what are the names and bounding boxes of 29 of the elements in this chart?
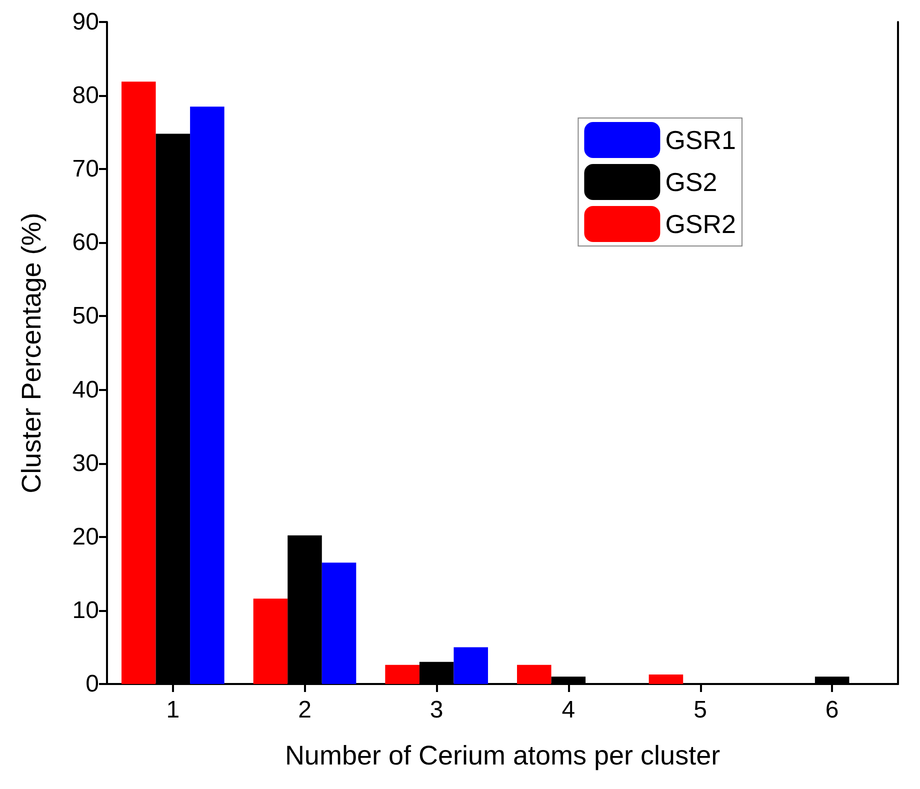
bar [648,674,684,684]
y-tick-label: 10 [72,596,99,624]
y-tick-label: 90 [72,8,99,36]
bar [454,647,488,684]
bar [385,664,420,684]
legend-label: GSR1 [665,125,736,155]
x-axis-title: Number of Cerium atoms per cluster [284,740,720,770]
y-tick-label: 80 [72,82,99,110]
y-tick-label: 50 [72,302,99,330]
legend-label: GS2 [665,167,718,197]
y-tick-label: 60 [72,229,99,256]
y-axis-title: Cluster Percentage (%) [16,212,46,494]
legend-label: GSR2 [665,209,736,239]
x-tick-label: 6 [825,696,839,724]
y-tick-label: 0 [86,670,99,698]
bar [190,106,224,684]
bar [517,664,552,684]
x-tick-label: 5 [694,696,707,724]
x-tick-label: 2 [298,696,312,724]
bar [122,82,156,684]
y-tick-label: 70 [72,156,99,183]
x-tick-label: 4 [562,696,576,724]
bar [253,598,288,684]
y-tick-label: 40 [72,376,99,404]
y-tick-label: 30 [72,450,99,477]
x-tick-label: 1 [166,696,180,724]
bar [322,562,356,684]
x-tick-label: 3 [430,696,444,724]
y-tick-label: 20 [72,523,99,550]
